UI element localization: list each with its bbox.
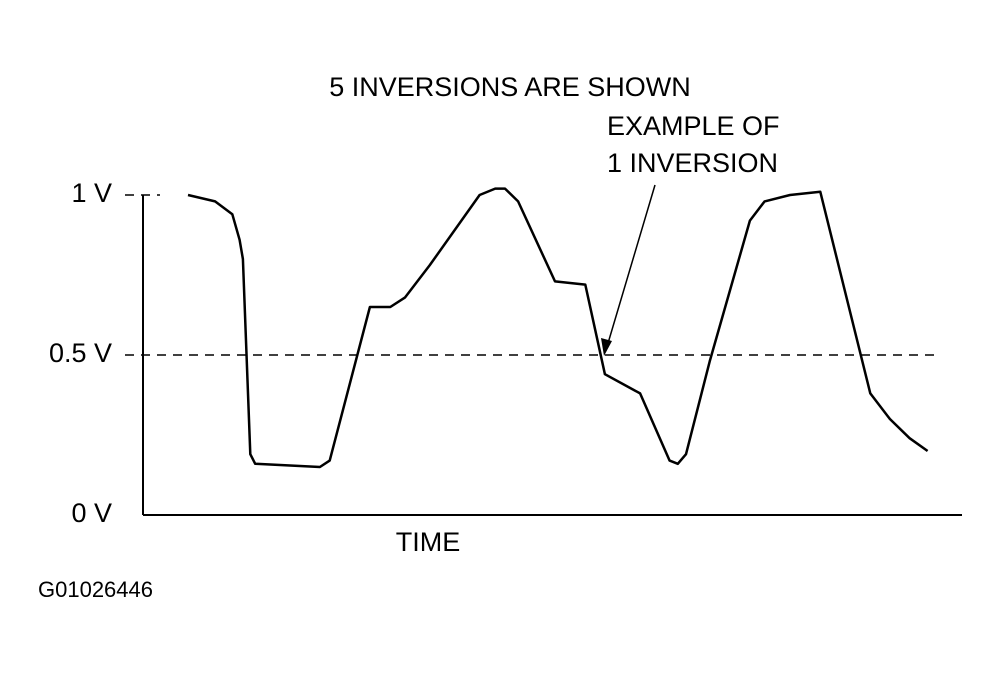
annotation-arrow — [605, 184, 656, 351]
y-tick-label: 0 V — [71, 498, 112, 528]
figure-id: G01026446 — [38, 577, 153, 602]
arrow-head — [601, 338, 612, 356]
y-tick-label: 1 V — [71, 178, 112, 208]
x-axis-label: TIME — [396, 527, 461, 557]
annotation: EXAMPLE OF — [607, 111, 780, 141]
y-tick-label: 0.5 V — [49, 338, 112, 368]
chart-title: 5 INVERSIONS ARE SHOWN — [329, 72, 691, 102]
annotation: 1 INVERSION — [607, 148, 778, 178]
signal-line — [187, 187, 929, 469]
